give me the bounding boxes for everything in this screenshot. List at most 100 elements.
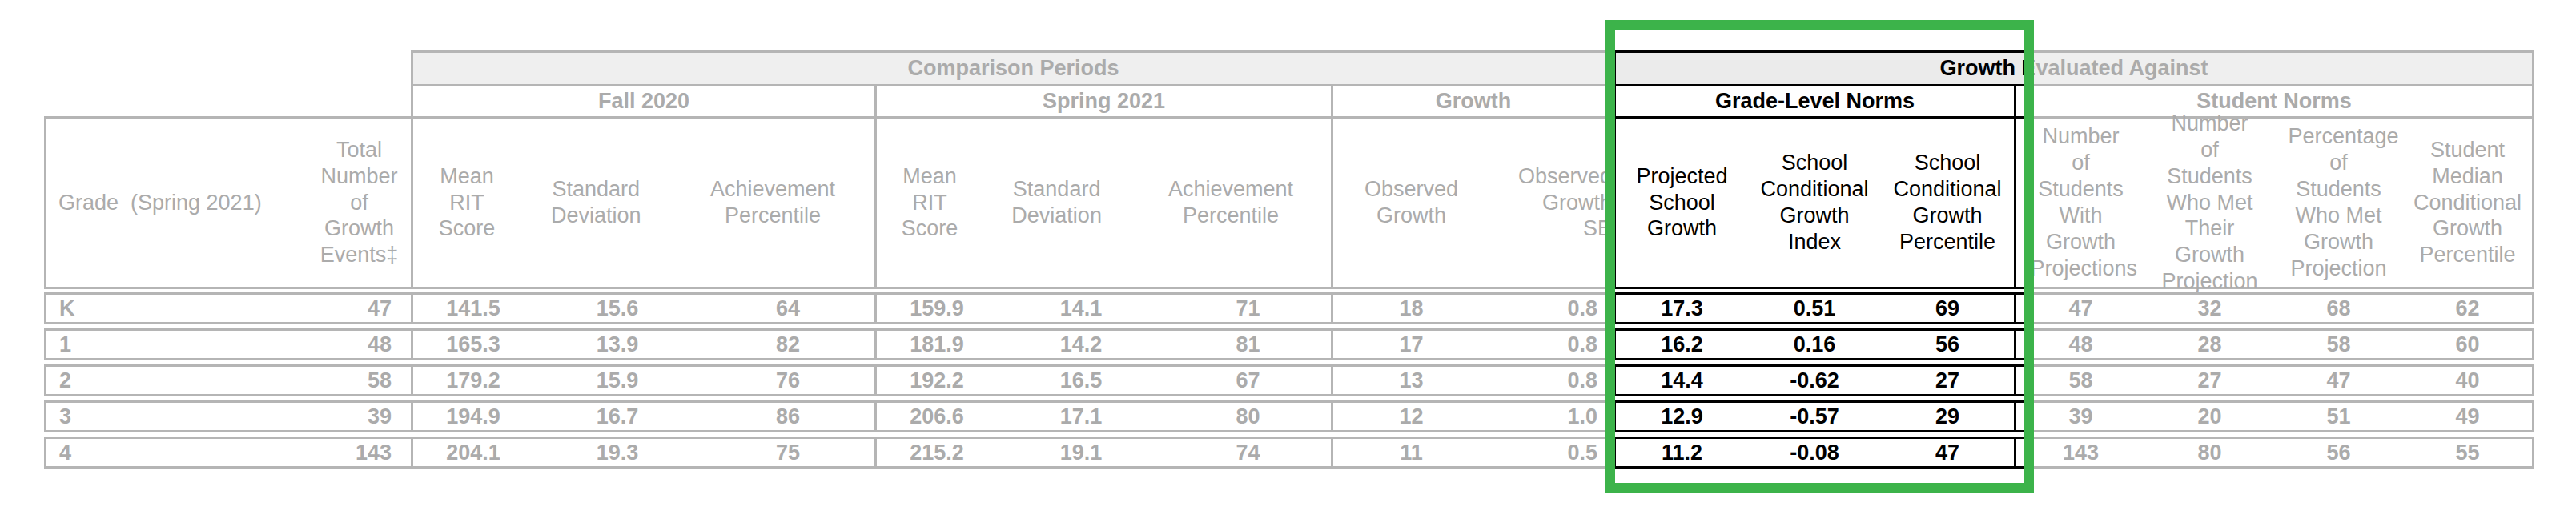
cell-fall-standard-deviation: 19.3 bbox=[533, 439, 701, 466]
section-grade-level-norms: 14.4 -0.62 27 bbox=[1614, 364, 2016, 396]
cell-fall-mean-rit: 179.2 bbox=[413, 367, 533, 394]
cell-observed-growth-se: 0.8 bbox=[1489, 367, 1614, 394]
col-header-observed-growth: Observed Growth bbox=[1333, 119, 1489, 287]
table-row-grade-2: 2 58 179.2 15.9 76 192.2 16.5 67 13 0.8 bbox=[44, 364, 2534, 396]
cell-spring-achievement-percentile: 67 bbox=[1165, 367, 1331, 394]
section-spring-2021: 215.2 19.1 74 bbox=[874, 437, 1333, 469]
cell-students-with-growth-projections: 47 bbox=[2016, 295, 2145, 322]
cell-spring-mean-rit: 215.2 bbox=[877, 439, 997, 466]
col-header-fall-mean-rit: Mean RIT Score bbox=[413, 119, 520, 287]
section-growth: 12 1.0 bbox=[1331, 400, 1616, 432]
cell-student-median-conditional-growth-percentile: 55 bbox=[2403, 439, 2532, 466]
cell-spring-mean-rit: 192.2 bbox=[877, 367, 997, 394]
cell-spring-standard-deviation: 19.1 bbox=[997, 439, 1165, 466]
cell-school-conditional-growth-index: 0.16 bbox=[1748, 331, 1881, 358]
table-row-grade-4: 4 143 204.1 19.3 75 215.2 19.1 74 11 0.5 bbox=[44, 437, 2534, 469]
cell-spring-achievement-percentile: 71 bbox=[1165, 295, 1331, 322]
cell-spring-achievement-percentile: 80 bbox=[1165, 403, 1331, 430]
cell-spring-achievement-percentile: 74 bbox=[1165, 439, 1331, 466]
col-header-percent-met-growth-projection: Percentage of Students Who Met Growth Pr… bbox=[2274, 119, 2403, 287]
section-growth: Observed Growth Observed Growth SE bbox=[1331, 116, 1616, 289]
section-student-norms: 143 80 56 55 bbox=[2014, 437, 2534, 469]
cell-fall-mean-rit: 194.9 bbox=[413, 403, 533, 430]
cell-percent-met-growth-projection: 58 bbox=[2274, 331, 2403, 358]
cell-students-met-growth-projection: 80 bbox=[2145, 439, 2274, 466]
cell-total-growth-events: 143 bbox=[264, 439, 411, 466]
cell-projected-school-growth: 11.2 bbox=[1616, 439, 1748, 466]
cell-observed-growth: 17 bbox=[1333, 331, 1489, 358]
cell-total-growth-events: 39 bbox=[264, 403, 411, 430]
table-row-grade-3: 3 39 194.9 16.7 86 206.6 17.1 80 12 1.0 bbox=[44, 400, 2534, 432]
col-header-fall-mean-rit-text: Mean RIT Score bbox=[424, 163, 510, 243]
cell-observed-growth: 11 bbox=[1333, 439, 1489, 466]
cell-spring-standard-deviation: 14.1 bbox=[997, 295, 1165, 322]
cell-student-median-conditional-growth-percentile: 49 bbox=[2403, 403, 2532, 430]
cell-grade: K bbox=[46, 295, 264, 322]
col-header-school-conditional-growth-index-text: School Conditional Growth Index bbox=[1755, 150, 1874, 255]
cell-students-with-growth-projections: 48 bbox=[2016, 331, 2145, 358]
cell-student-median-conditional-growth-percentile: 62 bbox=[2403, 295, 2532, 322]
cell-students-met-growth-projection: 20 bbox=[2145, 403, 2274, 430]
band-spacer bbox=[44, 84, 411, 119]
col-header-projected-school-growth: Projected School Growth bbox=[1616, 119, 1748, 287]
col-header-school-conditional-growth-percentile-text: School Conditional Growth Percentile bbox=[1888, 150, 2007, 255]
cell-students-met-growth-projection: 27 bbox=[2145, 367, 2274, 394]
cell-fall-mean-rit: 165.3 bbox=[413, 331, 533, 358]
section-student-norms: 39 20 51 49 bbox=[2014, 400, 2534, 432]
cell-students-with-growth-projections: 39 bbox=[2016, 403, 2145, 430]
col-header-percent-met-growth-projection-text: Percentage of Students Who Met Growth Pr… bbox=[2289, 123, 2389, 282]
section-grade-level-norms: 16.2 0.16 56 bbox=[1614, 328, 2016, 360]
cell-school-conditional-growth-percentile: 29 bbox=[1881, 403, 2014, 430]
section-spring-2021: 192.2 16.5 67 bbox=[874, 364, 1333, 396]
section-fall-2020: 204.1 19.3 75 bbox=[411, 437, 877, 469]
cell-spring-standard-deviation: 17.1 bbox=[997, 403, 1165, 430]
cell-school-conditional-growth-percentile: 56 bbox=[1881, 331, 2014, 358]
section-grade-level-norms: 17.3 0.51 69 bbox=[1614, 292, 2016, 324]
col-header-students-with-growth-projections: Number of Students With Growth Projectio… bbox=[2016, 119, 2145, 287]
cell-percent-met-growth-projection: 51 bbox=[2274, 403, 2403, 430]
cell-fall-standard-deviation: 15.9 bbox=[533, 367, 701, 394]
cell-school-conditional-growth-index: 0.51 bbox=[1748, 295, 1881, 322]
cell-observed-growth-se: 0.8 bbox=[1489, 331, 1614, 358]
section-grade: 1 48 bbox=[44, 328, 413, 360]
section-spring-2021: 159.9 14.1 71 bbox=[874, 292, 1333, 324]
cell-projected-school-growth: 12.9 bbox=[1616, 403, 1748, 430]
cell-observed-growth-se: 0.5 bbox=[1489, 439, 1614, 466]
cell-observed-growth-se: 1.0 bbox=[1489, 403, 1614, 430]
cell-school-conditional-growth-percentile: 69 bbox=[1881, 295, 2014, 322]
cell-observed-growth-se: 0.8 bbox=[1489, 295, 1614, 322]
cell-projected-school-growth: 17.3 bbox=[1616, 295, 1748, 322]
cell-school-conditional-growth-index: -0.57 bbox=[1748, 403, 1881, 430]
col-header-students-met-growth-projection-text: Number of Students Who Met Their Growth … bbox=[2160, 111, 2261, 296]
cell-student-median-conditional-growth-percentile: 60 bbox=[2403, 331, 2532, 358]
col-header-students-with-growth-projections-text: Number of Students With Growth Projectio… bbox=[2031, 123, 2132, 282]
cell-students-met-growth-projection: 32 bbox=[2145, 295, 2274, 322]
cell-fall-achievement-percentile: 64 bbox=[701, 295, 874, 322]
cell-fall-achievement-percentile: 76 bbox=[701, 367, 874, 394]
cell-fall-mean-rit: 204.1 bbox=[413, 439, 533, 466]
cell-total-growth-events: 58 bbox=[264, 367, 411, 394]
section-label-student-norms: Student Norms bbox=[2014, 84, 2534, 119]
section-student-norms: 47 32 68 62 bbox=[2014, 292, 2534, 324]
col-header-student-median-conditional-growth-percentile: Student Median Conditional Growth Percen… bbox=[2403, 119, 2532, 287]
cell-spring-mean-rit: 206.6 bbox=[877, 403, 997, 430]
section-label-growth: Growth bbox=[1331, 84, 1616, 119]
band-row-top: Comparison Periods Growth Evaluated Agai… bbox=[44, 50, 2534, 86]
cell-spring-mean-rit: 181.9 bbox=[877, 331, 997, 358]
cell-grade: 1 bbox=[46, 331, 264, 358]
section-fall-2020: 141.5 15.6 64 bbox=[411, 292, 877, 324]
cell-spring-mean-rit: 159.9 bbox=[877, 295, 997, 322]
cell-student-median-conditional-growth-percentile: 40 bbox=[2403, 367, 2532, 394]
section-fall-2020: Mean RIT Score Standard Deviation Achiev… bbox=[411, 116, 877, 289]
section-student-norms: 48 28 58 60 bbox=[2014, 328, 2534, 360]
section-growth: 18 0.8 bbox=[1331, 292, 1616, 324]
cell-grade: 2 bbox=[46, 367, 264, 394]
col-header-spring-mean-rit-text: Mean RIT Score bbox=[886, 163, 973, 243]
col-header-observed-growth-se-text: Observed Growth SE bbox=[1511, 163, 1612, 243]
section-label-grade-level-norms: Grade-Level Norms bbox=[1614, 84, 2016, 119]
band-spacer bbox=[44, 50, 411, 86]
section-grade: K 47 bbox=[44, 292, 413, 324]
cell-observed-growth: 13 bbox=[1333, 367, 1489, 394]
cell-observed-growth: 12 bbox=[1333, 403, 1489, 430]
col-header-school-conditional-growth-index: School Conditional Growth Index bbox=[1748, 119, 1881, 287]
